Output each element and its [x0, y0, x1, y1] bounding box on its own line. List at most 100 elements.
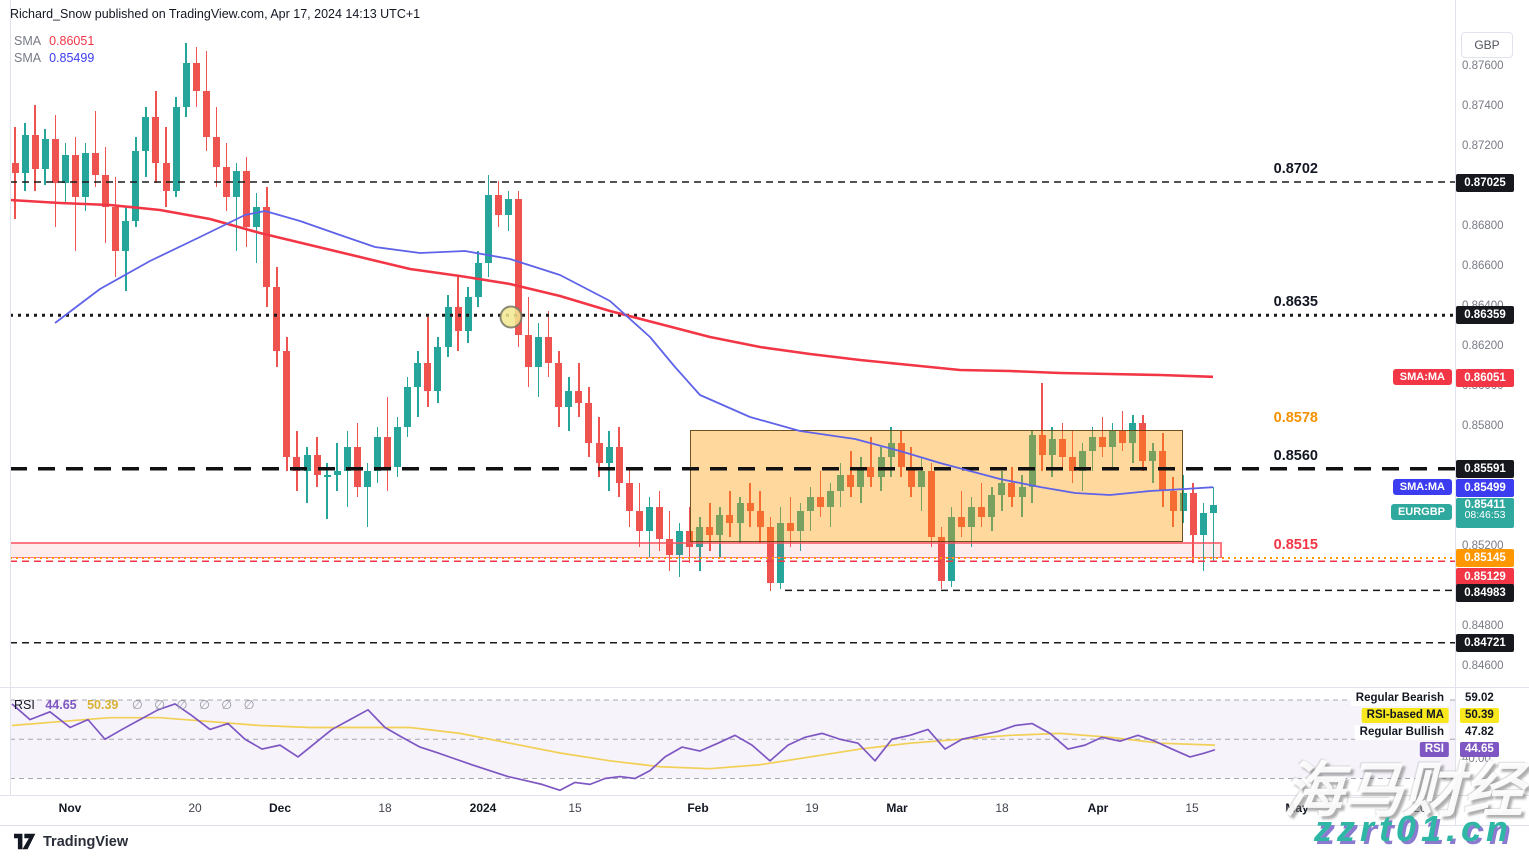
candle-body: [1179, 493, 1187, 511]
candle-body: [655, 507, 663, 539]
candle-wick: [789, 497, 792, 547]
watermark-site-url: zzrt01.cn: [1313, 808, 1513, 849]
candle-body: [222, 167, 230, 197]
candle-body: [142, 117, 150, 151]
candle-body: [686, 531, 694, 547]
candle-body: [525, 335, 533, 367]
price-axis-badge-0.85499: 0.85499: [1456, 479, 1514, 497]
time-axis-label-Nov: Nov: [58, 801, 82, 815]
candle-body: [11, 163, 19, 173]
sma-fast-label: SMA: [14, 51, 42, 65]
candle-body: [968, 507, 976, 527]
rsi-legend: RSI 44.65 50.39 ∅ ∅ ∅ ∅ ∅ ∅: [14, 697, 259, 712]
candle-body: [706, 527, 714, 535]
time-axis-label-Feb: Feb: [687, 801, 709, 815]
candle-body: [273, 287, 281, 351]
candle-wick: [326, 463, 328, 519]
time-axis-label-Apr: Apr: [1087, 801, 1109, 815]
candle-body: [374, 437, 382, 471]
candle-body: [212, 137, 220, 167]
rsi-label: RSI: [14, 698, 35, 712]
candle-body: [575, 391, 583, 403]
tradingview-logo-text: TradingView: [43, 833, 129, 850]
candle-body: [71, 155, 79, 197]
price-axis-badge-0.85145: 0.85145: [1456, 549, 1514, 567]
candle-body: [786, 523, 794, 531]
candle-wick: [94, 111, 97, 187]
candle-body: [202, 91, 210, 137]
candle-body: [253, 207, 261, 227]
price-axis-badge-0.87025: 0.87025: [1456, 174, 1514, 192]
currency-toggle-button[interactable]: GBP: [1461, 32, 1513, 58]
time-axis-label-May: May: [1285, 801, 1309, 815]
candle-body: [615, 447, 623, 483]
time-axis-border: [0, 795, 1529, 796]
candle-body: [182, 63, 190, 107]
candle-wick: [729, 491, 731, 537]
candle-body: [454, 307, 462, 331]
sma-fast-value: 0.85499: [49, 51, 95, 65]
time-axis-label-15: 15: [568, 801, 582, 815]
level-price-label: 0.8515: [1273, 537, 1318, 553]
price-axis-tick: 0.84800: [1462, 620, 1504, 632]
candle-body: [21, 135, 29, 173]
price-axis-tick: 0.87400: [1462, 100, 1504, 112]
candle-body: [162, 163, 170, 191]
candle-body: [958, 517, 966, 527]
rsi-axis-value-RSI: 44.65: [1460, 742, 1499, 757]
candle-body: [726, 515, 734, 523]
price-axis-badge-0.86359: 0.86359: [1456, 306, 1514, 324]
candle-body: [172, 107, 180, 191]
candle-body: [937, 537, 945, 581]
sma-slow-label: SMA: [14, 34, 42, 48]
candle-body: [394, 427, 402, 467]
candle-body: [112, 207, 120, 251]
candle-body: [484, 195, 492, 263]
price-axis-tick: 0.86200: [1462, 340, 1504, 352]
rsi-axis-value-Regular Bullish: 47.82: [1465, 726, 1494, 738]
candle-body: [817, 497, 825, 507]
candle-wick: [1212, 487, 1215, 561]
time-axis-label-15: 15: [1185, 801, 1199, 815]
candle-body: [515, 199, 522, 335]
candle-body: [92, 153, 100, 175]
price-axis[interactable]: [1455, 0, 1529, 795]
price-axis-tick: 0.86600: [1462, 260, 1504, 272]
price-axis-tick: 0.85800: [1462, 420, 1504, 432]
candle-body: [827, 491, 835, 507]
candle-body: [766, 527, 774, 583]
candle-body: [152, 117, 160, 163]
candle-body: [263, 207, 271, 287]
publish-attribution: Richard_Snow published on TradingView.co…: [10, 7, 421, 21]
candle-body: [122, 221, 130, 251]
tradingview-logo[interactable]: TradingView: [14, 833, 128, 850]
consolidation-box: [690, 430, 1183, 542]
candle-body: [978, 507, 986, 517]
candle-body: [494, 195, 502, 215]
candle-body: [434, 347, 442, 391]
price-axis-badge-0.86051: 0.86051: [1456, 369, 1514, 387]
candle-body: [645, 507, 653, 531]
candle-body: [464, 297, 472, 331]
candle-body: [595, 443, 603, 463]
rsi-axis-value-Regular Bearish: 59.02: [1465, 692, 1494, 704]
rsi-axis-label-RSI: RSI: [1419, 742, 1449, 757]
candle-body: [625, 483, 633, 511]
candle-body: [293, 457, 301, 471]
candle-body: [796, 511, 804, 531]
candle-body: [555, 363, 563, 407]
candle-body: [283, 351, 291, 457]
time-axis-label-20: 20: [188, 801, 202, 815]
rsi-value: 44.65: [45, 698, 77, 712]
candle-wick: [960, 491, 963, 537]
time-axis[interactable]: Nov 20 Dec 18 2024 15 Feb 19 Mar 18 Apr 15 May 20: [0, 796, 1529, 825]
sma-slow-value: 0.86051: [49, 34, 95, 48]
candle-body: [746, 503, 754, 511]
indicator-name-pill: EURGBP: [1390, 504, 1452, 520]
time-axis-label-19: 19: [805, 801, 819, 815]
candle-body: [424, 363, 432, 391]
time-axis-label-18: 18: [378, 801, 392, 815]
candle-body: [666, 539, 674, 555]
price-axis-badge-0.85591: 0.85591: [1456, 460, 1514, 478]
